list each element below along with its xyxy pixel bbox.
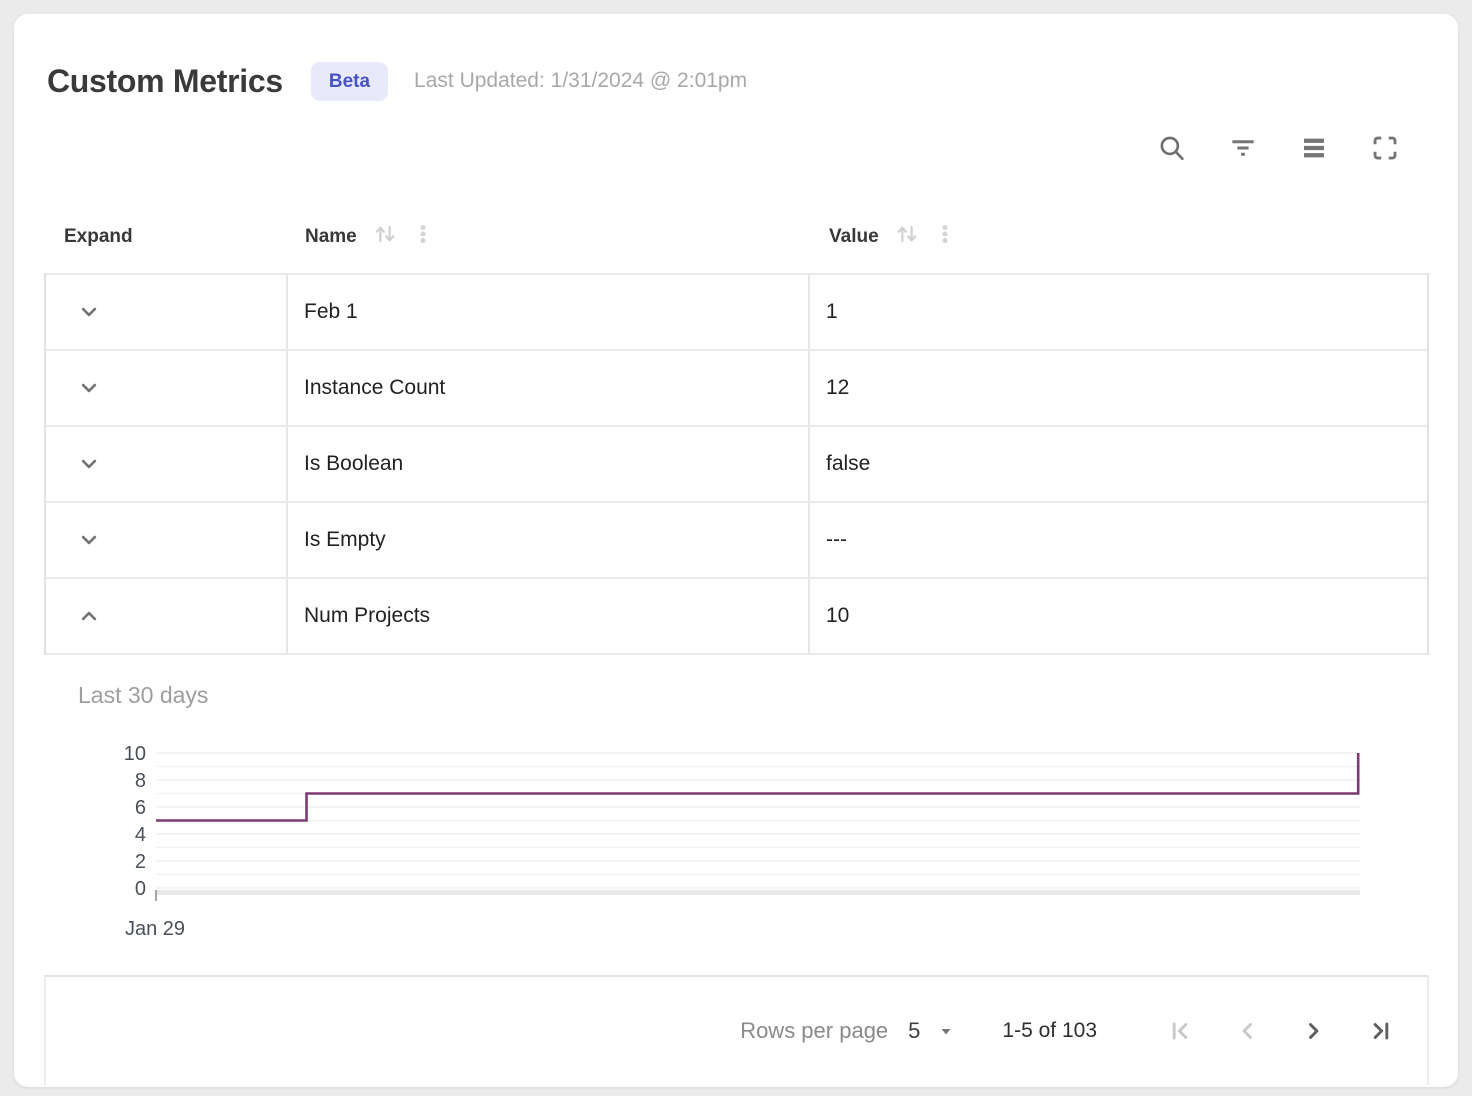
density-icon[interactable]: [1299, 133, 1329, 163]
column-header-name[interactable]: Name: [288, 220, 812, 254]
page-header: Custom Metrics Beta Last Updated: 1/31/2…: [47, 52, 747, 110]
detail-panel-title: Last 30 days: [78, 682, 209, 708]
svg-text:8: 8: [135, 770, 146, 792]
grid-toolbar: [1157, 133, 1400, 163]
svg-text:6: 6: [135, 797, 146, 819]
expand-chevron-button[interactable]: [75, 602, 103, 630]
svg-text:2: 2: [135, 851, 146, 873]
last-updated-text: Last Updated: 1/31/2024 @ 2:01pm: [414, 69, 748, 92]
value-cell: 12: [826, 376, 850, 399]
pagination-range-label: 1-5 of 103: [1002, 1019, 1097, 1042]
rows-per-page-label: Rows per page: [740, 1018, 889, 1043]
name-cell: Num Projects: [288, 579, 810, 653]
table-row: Instance Count 12: [46, 349, 1427, 425]
fullscreen-icon[interactable]: [1370, 133, 1400, 163]
expand-cell: [46, 351, 288, 425]
expand-chevron-button[interactable]: [75, 298, 103, 326]
value-cell: false: [826, 452, 871, 475]
value-cell: ---: [826, 528, 847, 551]
svg-text:Jan 29: Jan 29: [125, 918, 185, 940]
filter-icon[interactable]: [1228, 133, 1258, 163]
expand-cell: [46, 503, 288, 577]
beta-badge: Beta: [310, 61, 389, 101]
last-page-icon[interactable]: [1367, 1017, 1395, 1045]
num-projects-line-chart: 0 2 4 6 8 10 Jan 29: [124, 743, 1360, 940]
value-cell: 10: [826, 604, 850, 627]
next-page-icon[interactable]: [1300, 1017, 1328, 1045]
first-page-icon[interactable]: [1166, 1017, 1194, 1045]
svg-text:4: 4: [135, 824, 146, 846]
expand-cell: [46, 579, 288, 653]
sort-icon[interactable]: [371, 220, 399, 254]
rows-per-page-caret-icon[interactable]: [934, 1019, 958, 1043]
expand-cell: [46, 427, 288, 501]
expand-chevron-button[interactable]: [75, 374, 103, 402]
column-header-label: Value: [829, 225, 879, 247]
pagination-nav: [1127, 1017, 1395, 1045]
name-cell: Instance Count: [288, 351, 810, 425]
table-row: Num Projects 10: [46, 577, 1427, 655]
column-header-label: Expand: [64, 225, 133, 247]
rows-per-page-select[interactable]: 5: [908, 1018, 921, 1043]
table-row: Is Empty ---: [46, 501, 1427, 577]
expand-chevron-button[interactable]: [75, 450, 103, 478]
search-icon[interactable]: [1157, 133, 1187, 163]
column-header-label: Name: [305, 225, 357, 247]
svg-text:10: 10: [124, 743, 146, 765]
custom-metrics-card: Custom Metrics Beta Last Updated: 1/31/2…: [14, 14, 1458, 1087]
pagination-footer: Rows per page 5 1-5 of 103: [44, 975, 1429, 1085]
expand-cell: [46, 275, 288, 349]
name-cell: Is Boolean: [288, 427, 810, 501]
svg-text:0: 0: [135, 878, 146, 900]
table-row: Feb 1 1: [46, 273, 1427, 349]
sort-icon[interactable]: [893, 220, 921, 254]
expand-chevron-button[interactable]: [75, 526, 103, 554]
column-header-expand: Expand: [44, 226, 288, 248]
page-title: Custom Metrics: [47, 62, 283, 99]
table-row: Is Boolean false: [46, 425, 1427, 501]
table-body: Feb 1 1 Instance Count 12 Is Boole: [44, 273, 1429, 655]
column-menu-icon[interactable]: [411, 222, 435, 252]
metrics-table: Expand Name Value: [44, 200, 1429, 655]
column-header-value[interactable]: Value: [812, 220, 1429, 254]
previous-page-icon[interactable]: [1233, 1017, 1261, 1045]
table-header-row: Expand Name Value: [44, 200, 1429, 273]
name-cell: Is Empty: [288, 503, 810, 577]
name-cell: Feb 1: [288, 275, 810, 349]
value-cell: 1: [826, 300, 838, 323]
column-menu-icon[interactable]: [933, 222, 957, 252]
